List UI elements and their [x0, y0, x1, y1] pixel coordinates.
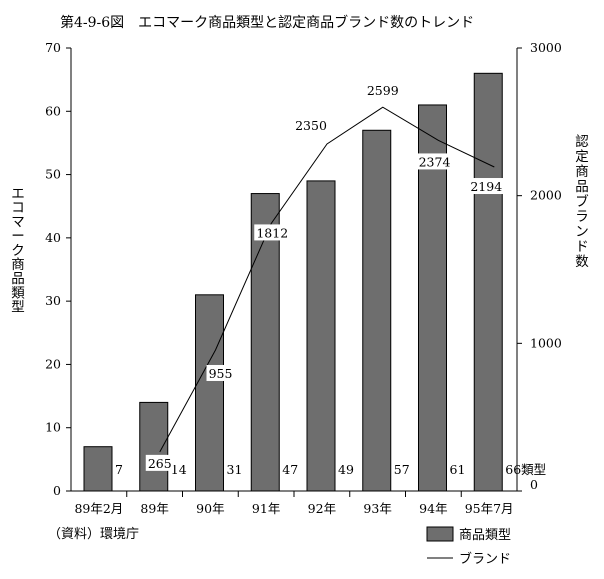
right-tick-label: 2000	[530, 188, 562, 203]
right-axis-title-char: 商	[575, 164, 589, 180]
right-tick-label: 1000	[530, 335, 562, 350]
bar-value-label: 57	[394, 462, 410, 477]
line-value-label: 955	[209, 366, 233, 381]
left-axis-title-char: エ	[11, 186, 25, 202]
line-value-bg	[364, 82, 401, 99]
left-axis-title-char: コ	[11, 200, 25, 216]
bar-value-label: 61	[450, 462, 466, 477]
right-axis-title-char: 品	[575, 179, 589, 195]
left-tick-label: 70	[45, 40, 61, 55]
left-axis-title-char: マ	[11, 214, 25, 230]
bar	[195, 294, 224, 492]
left-tick-label: 0	[53, 483, 61, 498]
left-axis-title-char: 商	[11, 257, 25, 273]
legend-bar-swatch	[426, 526, 454, 542]
left-tick-label: 20	[45, 356, 61, 371]
left-axis-title-char: 品	[11, 271, 25, 287]
x-tick-label: 92年	[308, 501, 336, 516]
bar	[473, 72, 503, 492]
x-tick-label: 94年	[419, 501, 447, 516]
left-tick-label: 40	[45, 230, 61, 245]
bar	[362, 129, 392, 492]
x-tick-label: 91年	[252, 501, 280, 516]
line-value-bg	[293, 116, 329, 133]
line-value-label: 1812	[256, 225, 288, 240]
x-tick-label: 90年	[196, 501, 224, 516]
x-tick-label: 95年7月	[465, 501, 514, 516]
left-axis-title-char: 型	[11, 300, 25, 316]
left-axis-title-char: ー	[11, 229, 25, 245]
x-tick-label: 93年	[363, 501, 391, 516]
bar	[250, 193, 280, 492]
x-tick-label: 89年2月	[74, 501, 123, 516]
right-tick-label: 3000	[530, 40, 562, 55]
left-tick-label: 30	[45, 293, 61, 308]
bar-value-label: 47	[282, 462, 298, 477]
line-value-bg	[145, 454, 174, 471]
right-axis-title-char: ラ	[575, 209, 589, 225]
brand-line	[159, 106, 495, 453]
bar	[306, 180, 336, 492]
right-axis-title-char: 定	[575, 149, 589, 165]
legend-bar-label: 商品類型	[459, 528, 511, 543]
bar-value-label: 66類型	[505, 462, 546, 477]
right-axis-title-char: ブ	[575, 193, 589, 210]
bar-value-label: 31	[227, 462, 243, 477]
x-tick-label: 89年	[140, 501, 168, 516]
left-axis-title-char: ク	[11, 243, 25, 259]
bar-value-label: 14	[171, 462, 187, 477]
line-value-label: 2194	[470, 179, 502, 194]
right-tick-label: 0	[530, 477, 538, 492]
line-value-label: 265	[148, 456, 172, 471]
bar	[83, 446, 113, 492]
right-axis-title-char: ン	[575, 224, 589, 240]
left-axis-title-char: 類	[11, 285, 25, 301]
chart-title: 第4-9-6図 エコマーク商品類型と認定商品ブランド数のトレンド	[60, 14, 474, 31]
bar-value-label: 49	[338, 462, 354, 477]
left-tick-label: 60	[45, 103, 61, 118]
line-value-bg	[254, 224, 291, 241]
left-tick-label: 10	[45, 420, 61, 435]
right-axis-title-char: 数	[575, 254, 589, 270]
line-value-label: 2374	[419, 154, 451, 169]
legend-line-label: ブランド	[459, 551, 511, 567]
source-note: （資料）環境庁	[48, 527, 139, 542]
bar	[139, 401, 169, 492]
line-value-bg	[468, 178, 505, 195]
left-tick-label: 50	[45, 167, 61, 182]
line-value-bg	[206, 364, 235, 381]
plot-layer: 0 10 20 30 40 50 60 70 0 1000 2000 3000 89年2月 89年 90年 9…	[11, 40, 589, 567]
right-axis-title-char: 認	[575, 134, 589, 150]
line-value-bg	[416, 153, 453, 170]
line-value-label: 2599	[367, 83, 399, 98]
line-value-label: 2350	[295, 118, 327, 133]
right-axis-title-char: ド	[575, 239, 589, 255]
bar-value-label: 7	[115, 462, 123, 477]
